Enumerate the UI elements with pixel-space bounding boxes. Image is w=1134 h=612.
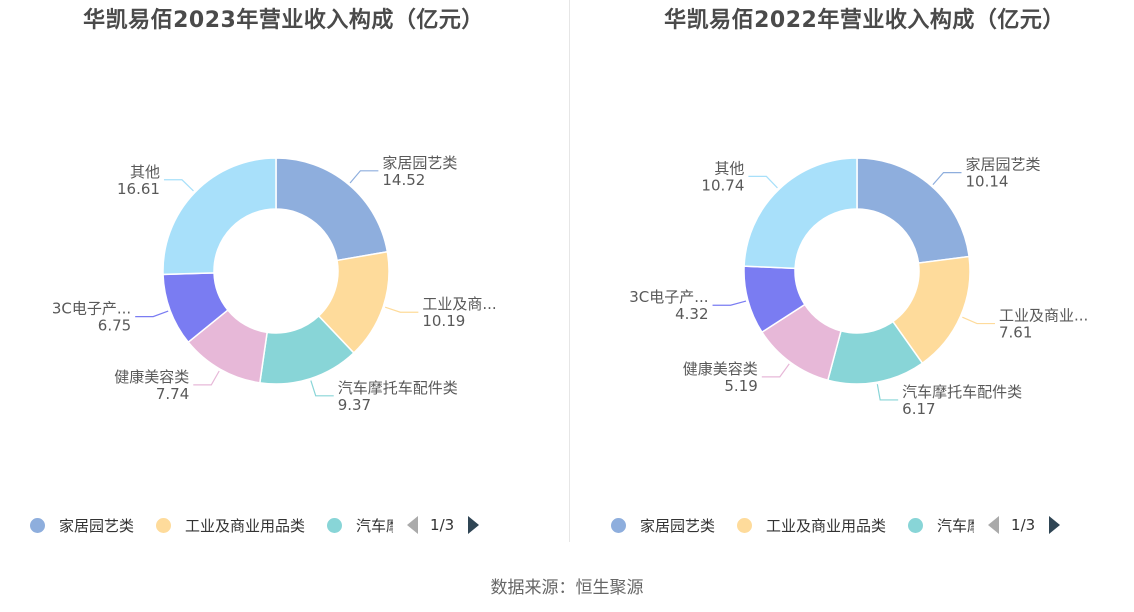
- legend-marker: [737, 517, 753, 533]
- slice-value-label: 14.52: [382, 171, 425, 189]
- legend-item[interactable]: 家居园艺类: [30, 515, 134, 536]
- leader-line: [761, 363, 790, 378]
- legend: 家居园艺类 工业及商业用品类 汽车摩托 1/3: [30, 512, 480, 538]
- legend-label: 家居园艺类: [640, 516, 716, 535]
- slice-category-label: 汽车摩托车配件类: [338, 379, 458, 397]
- slice-value-label: 9.37: [338, 396, 371, 414]
- pie-slice: [275, 157, 389, 262]
- leader-line: [310, 380, 334, 397]
- leader-line: [135, 310, 169, 318]
- slice-value-label: 5.19: [724, 377, 757, 395]
- legend-label: 汽车摩托: [356, 516, 393, 535]
- slice-value-label: 7.61: [999, 324, 1032, 342]
- slice-category-label: 健康美容类: [683, 360, 758, 378]
- leader-line: [748, 175, 778, 189]
- legend-label: 工业及商业用品类: [766, 516, 887, 535]
- slice-value-label: 7.74: [156, 385, 189, 403]
- slice-value-label: 10.19: [422, 312, 465, 330]
- slice-value-label: 10.14: [965, 173, 1008, 191]
- legend-label: 家居园艺类: [59, 516, 135, 535]
- leader-line: [962, 316, 995, 325]
- legend-item[interactable]: 工业及商业用品类: [156, 515, 305, 536]
- legend-label: 工业及商业用品类: [185, 516, 306, 535]
- leader-line: [384, 306, 419, 313]
- chart-title: 华凯易佰2022年营业收入构成（亿元）: [664, 8, 1065, 33]
- leader-line: [193, 370, 220, 386]
- slice-value-label: 10.74: [701, 176, 744, 194]
- legend-next-icon[interactable]: [1049, 516, 1061, 534]
- data-source-note: 数据来源：恒生聚源: [490, 578, 644, 598]
- slice-value-label: 4.32: [675, 305, 708, 323]
- legend-prev-icon[interactable]: [988, 516, 1000, 534]
- legend-prev-icon[interactable]: [407, 516, 419, 534]
- leader-line: [876, 384, 899, 401]
- legend-item[interactable]: 汽车摩托: [327, 515, 393, 536]
- legend-item[interactable]: 汽车摩托: [908, 515, 974, 536]
- slice-value-label: 16.61: [117, 180, 160, 198]
- chart-panel-2022: 华凯易佰2022年营业收入构成（亿元） 家居园艺类 10.14 工业及商业... 7.…: [581, 0, 1134, 560]
- legend-marker: [327, 517, 343, 533]
- slice-category-label: 家居园艺类: [965, 156, 1040, 174]
- leader-line: [932, 172, 962, 186]
- chart-panel-2023: 华凯易佰2023年营业收入构成（亿元） 家居园艺类 14.52 工业及商... 10.…: [0, 0, 567, 560]
- slice-category-label: 3C电子产...: [52, 300, 131, 318]
- slice-category-label: 工业及商业...: [999, 307, 1088, 325]
- leader-line: [349, 170, 379, 184]
- pie-slice: [856, 157, 970, 264]
- legend-label: 汽车摩托: [937, 516, 974, 535]
- slice-category-label: 家居园艺类: [382, 154, 457, 172]
- legend-item[interactable]: 家居园艺类: [611, 515, 715, 536]
- leader-line: [712, 300, 747, 306]
- slice-category-label: 其他: [714, 159, 744, 177]
- legend-page-indicator: 1/3: [1011, 516, 1036, 534]
- legend-marker: [156, 517, 172, 533]
- legend-pager: 1/3: [407, 516, 480, 534]
- legend-marker: [908, 517, 924, 533]
- legend-marker: [30, 517, 45, 533]
- pie-slice: [162, 157, 277, 276]
- slice-category-label: 3C电子产...: [629, 288, 708, 306]
- legend-pager: 1/3: [988, 516, 1061, 534]
- legend-page-indicator: 1/3: [430, 516, 455, 534]
- legend-next-icon[interactable]: [468, 516, 480, 534]
- slice-category-label: 健康美容类: [114, 368, 189, 386]
- pie-slice: [743, 157, 858, 270]
- leader-line: [163, 179, 194, 192]
- slice-category-label: 汽车摩托车配件类: [902, 383, 1022, 401]
- slice-value-label: 6.75: [98, 317, 131, 335]
- slice-value-label: 6.17: [902, 400, 935, 418]
- slice-category-label: 工业及商...: [422, 295, 496, 313]
- legend-item[interactable]: 工业及商业用品类: [737, 515, 886, 536]
- legend: 家居园艺类 工业及商业用品类 汽车摩托 1/3: [611, 512, 1061, 538]
- chart-title: 华凯易佰2023年营业收入构成（亿元）: [83, 8, 484, 33]
- panel-divider: [569, 0, 570, 542]
- slice-category-label: 其他: [130, 163, 160, 181]
- legend-marker: [611, 517, 626, 533]
